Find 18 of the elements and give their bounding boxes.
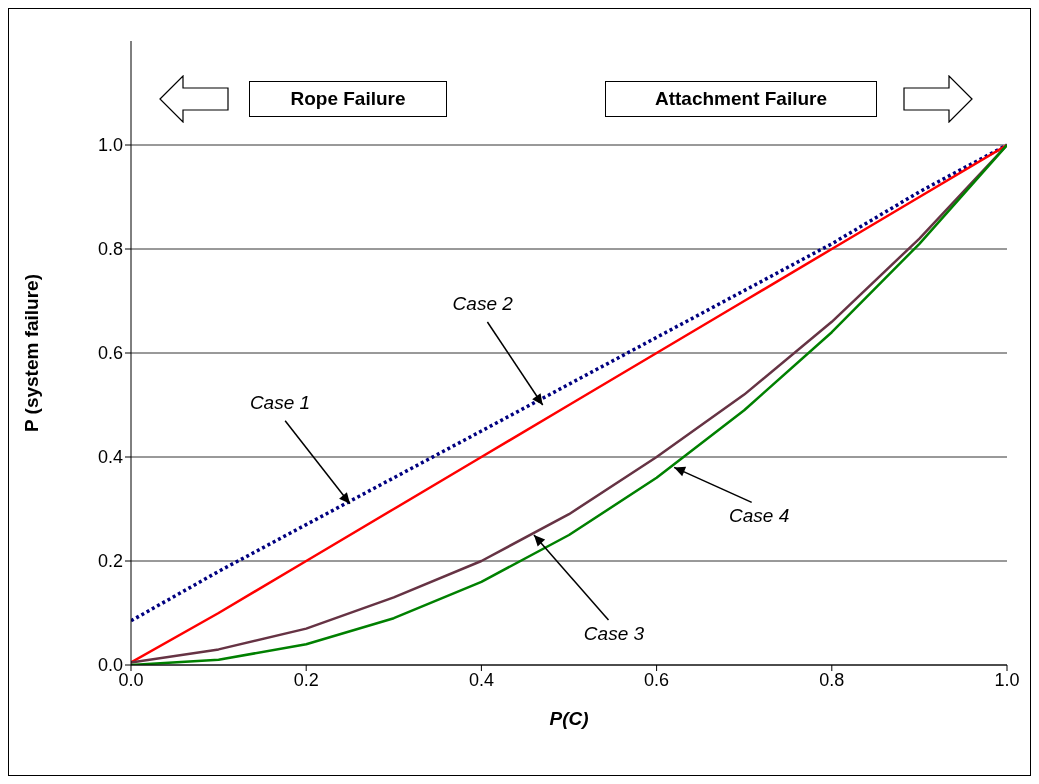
annotation: Case 4 (729, 505, 790, 527)
x-axis-title: P(C) (549, 708, 589, 729)
annotation: Case 1 (249, 391, 311, 413)
label-box: Rope Failure (249, 81, 447, 117)
y-axis-title: P (system failure) (20, 273, 42, 433)
annotation: Case 2 (452, 293, 514, 314)
y-tick-label: 0.2 (97, 551, 123, 572)
y-tick-label: 0.8 (97, 239, 123, 260)
x-tick-label: 0.2 (293, 669, 319, 690)
y-tick-label: 1.0 (97, 135, 123, 156)
x-tick-label: 1.0 (994, 669, 1020, 690)
label-box: Attachment Failure (605, 81, 877, 117)
annotation: Case 3 (583, 623, 645, 644)
x-tick-label: 0.4 (468, 669, 494, 690)
x-tick-label: 0.8 (819, 669, 845, 690)
x-tick-label: 0.6 (644, 669, 670, 690)
y-tick-label: 0.4 (97, 447, 123, 468)
y-tick-label: 0.6 (97, 343, 123, 364)
